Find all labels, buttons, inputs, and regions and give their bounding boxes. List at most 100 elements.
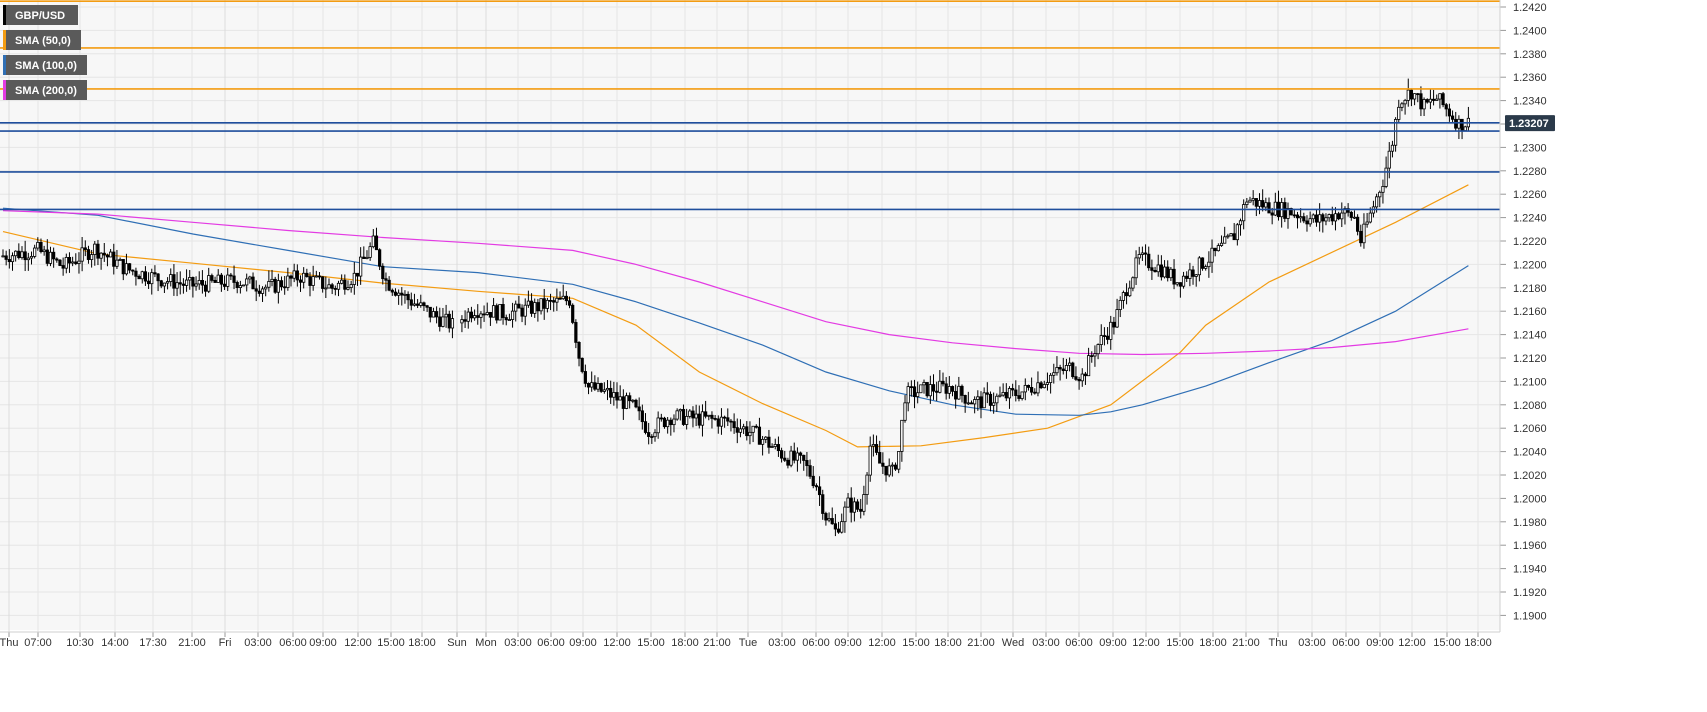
- candle-body: [121, 259, 125, 275]
- candle-body: [726, 417, 730, 422]
- candle-body: [213, 279, 217, 283]
- candle-body: [264, 286, 268, 290]
- candle-body: [210, 275, 214, 281]
- x-tick-label: 15:00: [377, 637, 405, 649]
- candle-body: [590, 382, 594, 388]
- candle-body: [428, 306, 432, 318]
- candle-body: [308, 276, 312, 286]
- candle-body: [719, 416, 724, 427]
- y-tick-label: 1.2040: [1513, 447, 1547, 459]
- candle-body: [1245, 201, 1249, 205]
- x-tick-label: 12:00: [1398, 637, 1426, 649]
- candle-body: [1071, 362, 1075, 378]
- candle-body: [36, 242, 40, 249]
- candle-body: [1289, 208, 1293, 216]
- x-tick-label: 03:00: [1298, 637, 1326, 649]
- candle-body: [833, 523, 837, 530]
- candle-body: [162, 282, 167, 287]
- candle-body: [621, 396, 625, 409]
- candle-body: [647, 432, 651, 437]
- candle-body: [944, 383, 948, 394]
- candle-body: [1441, 93, 1445, 106]
- candle-body: [862, 494, 866, 512]
- candle-body: [1368, 212, 1372, 223]
- candle-body: [1308, 218, 1312, 225]
- candle-body: [776, 444, 781, 451]
- candle-body: [406, 293, 410, 301]
- x-tick-label: 12:00: [344, 637, 372, 649]
- candle-body: [615, 392, 619, 401]
- candle-body: [469, 311, 474, 319]
- legend-item[interactable]: SMA (100,0): [3, 55, 87, 75]
- candle-body: [514, 303, 518, 312]
- candle-body: [1064, 365, 1069, 372]
- legend-item[interactable]: GBP/USD: [3, 5, 78, 25]
- y-tick-label: 1.2120: [1513, 353, 1547, 365]
- candle-body: [1346, 208, 1350, 213]
- x-tick-label: 09:00: [569, 637, 597, 649]
- candle-body: [729, 420, 733, 423]
- candle-body: [925, 382, 929, 397]
- candle-body: [1292, 214, 1296, 217]
- candle-body: [814, 485, 819, 488]
- x-tick-label: 21:00: [703, 637, 731, 649]
- candle-body: [681, 409, 686, 425]
- candle-body: [821, 494, 825, 514]
- candle-body: [1150, 267, 1154, 271]
- y-tick-label: 1.1920: [1513, 587, 1547, 599]
- candle-body: [1099, 335, 1103, 346]
- candle-body: [1375, 196, 1379, 208]
- candle-body: [824, 513, 828, 521]
- candle-body: [688, 410, 692, 417]
- candle-body: [115, 259, 119, 267]
- x-tick-label: 21:00: [178, 637, 206, 649]
- candle-body: [1096, 344, 1100, 355]
- candle-body: [1261, 200, 1265, 208]
- candle-body: [1400, 103, 1404, 108]
- candle-body: [542, 298, 546, 309]
- candle-body: [393, 291, 398, 296]
- candle-body: [884, 465, 888, 476]
- candle-body: [843, 506, 847, 523]
- candle-body: [1207, 261, 1211, 268]
- candle-body: [74, 261, 78, 264]
- legend-item[interactable]: SMA (50,0): [3, 30, 81, 50]
- candle-body: [203, 284, 208, 292]
- candle-body: [1444, 104, 1448, 110]
- candle-body: [1204, 266, 1208, 269]
- candle-body: [552, 300, 556, 303]
- candle-body: [754, 425, 758, 428]
- y-tick-label: 1.2160: [1513, 306, 1547, 318]
- candle-body: [188, 277, 192, 281]
- candle-body: [878, 452, 882, 464]
- candle-body: [400, 292, 404, 296]
- candle-body: [1030, 387, 1034, 393]
- candle-body: [954, 390, 958, 400]
- candle-body: [311, 276, 315, 286]
- candle-body: [248, 276, 252, 280]
- x-tick-label: 12:00: [1132, 637, 1160, 649]
- candle-body: [238, 285, 242, 288]
- candle-body: [17, 250, 21, 259]
- candle-body: [947, 386, 951, 394]
- legend-item[interactable]: SMA (200,0): [3, 80, 87, 100]
- candle-body: [286, 275, 290, 288]
- candle-body: [1251, 198, 1255, 201]
- candle-body: [330, 284, 334, 289]
- candle-body: [482, 313, 486, 316]
- candle-body: [1121, 292, 1126, 301]
- candle-body: [802, 454, 806, 461]
- candle-body: [1074, 376, 1078, 380]
- candle-body: [653, 432, 657, 438]
- x-tick-label: Tue: [739, 637, 758, 649]
- candle-body: [1403, 99, 1407, 105]
- candle-body: [1257, 200, 1262, 207]
- candle-body: [10, 255, 15, 263]
- candle-body: [988, 393, 993, 406]
- candle-body: [1017, 395, 1021, 399]
- candle-body: [536, 302, 540, 312]
- candle-body: [517, 303, 521, 309]
- candle-body: [80, 247, 84, 262]
- candle-body: [1058, 367, 1062, 370]
- candle-body: [1033, 391, 1037, 394]
